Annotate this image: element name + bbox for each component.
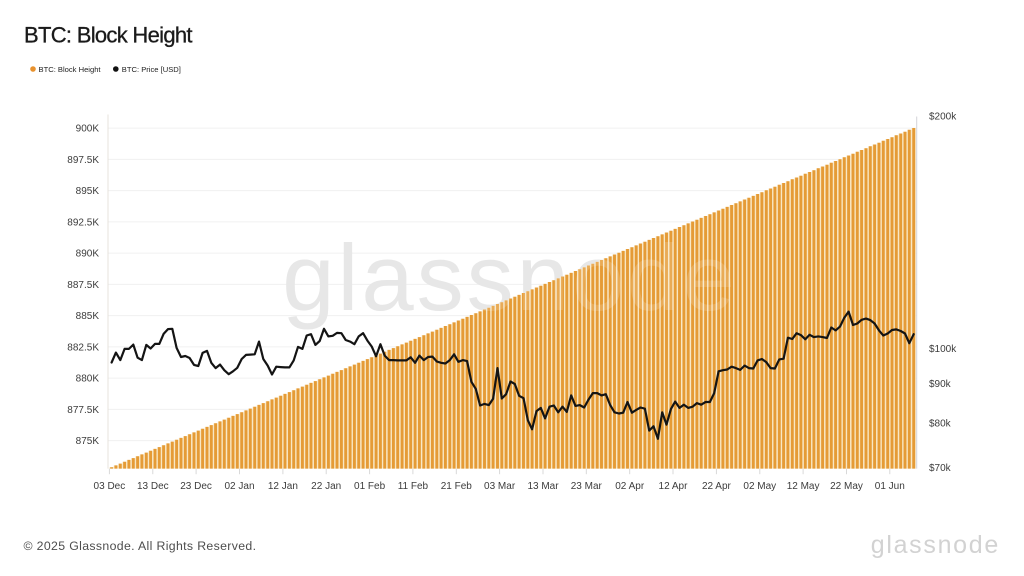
svg-text:12 Apr: 12 Apr [659,481,689,492]
svg-text:13 Mar: 13 Mar [527,481,559,492]
svg-text:22 May: 22 May [830,481,863,492]
svg-text:892.5K: 892.5K [67,217,99,228]
svg-text:01 Jun: 01 Jun [875,481,905,492]
svg-text:02 May: 02 May [743,481,776,492]
svg-text:BTC: Block Height: BTC: Block Height [24,23,192,48]
svg-text:897.5K: 897.5K [67,155,99,166]
svg-text:21 Feb: 21 Feb [441,481,473,492]
svg-text:13 Dec: 13 Dec [137,481,169,492]
svg-text:$90k: $90k [929,379,952,390]
svg-text:12 Jan: 12 Jan [268,481,298,492]
svg-text:875K: 875K [76,436,100,447]
svg-text:11 Feb: 11 Feb [398,481,429,492]
svg-text:glassnode: glassnode [282,225,738,330]
svg-text:885K: 885K [76,311,100,322]
svg-text:$100k: $100k [929,344,957,355]
svg-text:glassnode: glassnode [871,531,1000,559]
svg-text:02 Jan: 02 Jan [224,481,254,492]
svg-text:22 Apr: 22 Apr [702,481,732,492]
svg-text:$200k: $200k [929,112,957,123]
svg-text:© 2025 Glassnode. All Rights R: © 2025 Glassnode. All Rights Reserved. [24,539,257,553]
svg-text:$70k: $70k [929,463,952,474]
svg-text:$80k: $80k [929,418,952,429]
svg-text:887.5K: 887.5K [67,280,99,291]
svg-text:22 Jan: 22 Jan [311,481,341,492]
svg-text:03 Dec: 03 Dec [94,481,126,492]
svg-text:880K: 880K [76,374,100,385]
svg-text:900K: 900K [76,124,100,135]
svg-text:890K: 890K [76,249,100,260]
svg-text:895K: 895K [76,186,100,197]
svg-text:BTC: Price [USD]: BTC: Price [USD] [122,65,181,74]
svg-text:12 May: 12 May [787,481,820,492]
svg-text:BTC: Block Height: BTC: Block Height [39,65,102,74]
svg-text:02 Apr: 02 Apr [615,481,645,492]
svg-text:882.5K: 882.5K [67,342,99,353]
svg-text:877.5K: 877.5K [67,405,99,416]
svg-text:23 Dec: 23 Dec [180,481,212,492]
svg-text:23 Mar: 23 Mar [571,481,603,492]
svg-text:01 Feb: 01 Feb [354,481,386,492]
svg-text:03 Mar: 03 Mar [484,481,516,492]
